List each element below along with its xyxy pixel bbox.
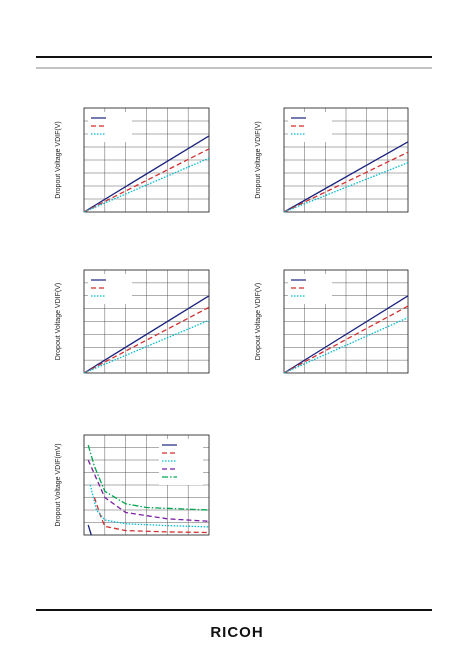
series-line: [87, 524, 92, 536]
legend-box: [288, 274, 332, 304]
y-axis-label: Dropout Voltage VDIF(V): [255, 121, 262, 198]
series-line: [283, 151, 409, 213]
brand: RICOH: [210, 624, 263, 641]
y-axis-label: Dropout Voltage VDIF(V): [255, 283, 262, 360]
series-line: [283, 161, 409, 213]
legend-box: [88, 274, 132, 304]
legend-box: [288, 112, 332, 142]
legend-box: [159, 439, 203, 485]
legend-box: [88, 112, 132, 142]
series-line: [89, 484, 210, 528]
y-axis-label: Dropout Voltage VDIF(V): [55, 283, 62, 360]
y-axis-label: Dropout Voltage VDIF(mV): [55, 443, 62, 526]
series-line: [83, 148, 210, 213]
series-line: [87, 459, 210, 522]
series-line: [83, 135, 210, 213]
y-axis-label: Dropout Voltage VDIF(V): [55, 121, 62, 198]
series-line: [83, 295, 210, 374]
series-line: [283, 295, 409, 374]
series-line: [283, 141, 409, 213]
series-line: [87, 444, 210, 511]
